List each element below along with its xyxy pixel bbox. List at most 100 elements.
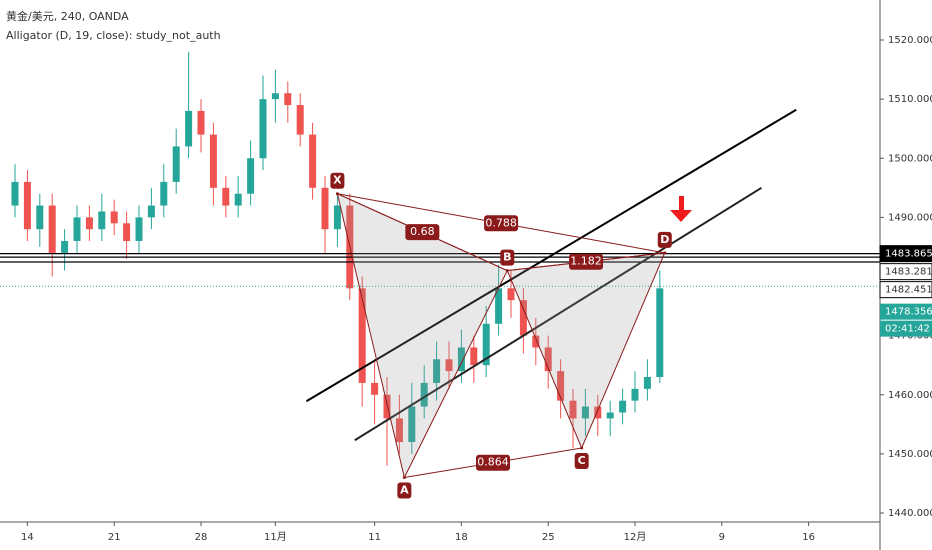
candle-body	[408, 406, 416, 443]
price-level-label: 1483.281	[885, 267, 932, 278]
ratio-tag	[484, 215, 519, 232]
x-tick-label: 11月	[264, 531, 287, 543]
candle-body	[594, 406, 602, 419]
candle-body	[48, 205, 56, 253]
candle-body	[197, 110, 205, 135]
candle-body	[631, 388, 639, 401]
pattern-point-label: X	[333, 174, 342, 187]
candle-body	[371, 382, 379, 395]
candle-body	[321, 187, 329, 230]
price-level-tag	[879, 281, 932, 299]
pattern-point-tag	[657, 231, 672, 248]
x-tick-label: 18	[455, 532, 468, 543]
price-level-label: 1482.451	[885, 285, 932, 296]
ratio-tag	[569, 253, 604, 270]
trend-line	[305, 108, 797, 403]
countdown-label: 02:41:42	[885, 324, 930, 335]
y-tick-label: 1510.000	[888, 94, 932, 105]
pattern-point-tag	[500, 249, 515, 266]
candle-body	[247, 158, 255, 194]
pattern-point	[580, 446, 584, 450]
pattern-point-label: D	[660, 233, 669, 246]
candle-body	[309, 134, 317, 188]
y-tick-label: 1520.000	[888, 35, 932, 46]
candle-body	[185, 110, 193, 147]
candle-body	[619, 400, 627, 413]
candle-body	[383, 394, 391, 419]
y-tick-label: 1450.000	[888, 449, 932, 460]
down-arrow	[670, 196, 692, 222]
candle-body	[36, 205, 44, 230]
candle-body	[98, 211, 106, 230]
x-tick-label: 12月	[624, 531, 647, 543]
y-tick-label: 1460.000	[888, 390, 932, 401]
pattern-point	[505, 269, 509, 273]
indicator-label: Alligator (D, 19, close): study_not_auth	[6, 29, 221, 42]
candle-body	[433, 359, 441, 383]
candle-body	[234, 193, 242, 206]
candle-body	[135, 217, 143, 242]
pattern-point-tag	[574, 452, 589, 469]
candle-body	[495, 288, 503, 324]
candle-body	[482, 323, 490, 366]
pattern-point-tag	[330, 172, 345, 189]
candle-body	[420, 382, 428, 407]
candle-body	[395, 418, 403, 443]
x-tick-label: 11	[368, 532, 381, 543]
candle-body	[333, 205, 341, 230]
ratio-label: 0.864	[477, 456, 509, 469]
candle-body	[569, 400, 577, 419]
x-tick-label: 16	[802, 532, 815, 543]
trend-line	[354, 186, 763, 442]
candle-body	[172, 146, 180, 182]
candle-body	[259, 99, 267, 159]
price-level-tag	[879, 263, 932, 281]
x-tick-label: 25	[542, 532, 555, 543]
y-tick-label: 1490.000	[888, 212, 932, 223]
x-tick-label: 28	[195, 532, 208, 543]
pattern-point-tag	[397, 482, 412, 499]
pattern-point	[402, 476, 406, 480]
candle-body	[358, 288, 366, 383]
candle-body	[284, 93, 292, 106]
price-level-label: 1483.865	[885, 249, 932, 260]
candle-body	[61, 241, 69, 253]
pattern-point	[335, 192, 339, 196]
candle-body	[110, 211, 118, 224]
candle-body	[73, 217, 81, 242]
pattern-point-label: A	[400, 484, 409, 497]
candle-body	[519, 300, 527, 336]
candle-body	[606, 412, 614, 419]
ratio-label: 0.68	[410, 225, 435, 238]
ratio-label: 0.788	[485, 216, 517, 229]
candle-body	[457, 347, 465, 372]
candle-body	[123, 223, 131, 242]
candle-body	[271, 93, 279, 100]
candle-body	[544, 347, 552, 372]
price-level-tag	[879, 245, 932, 263]
candle-body	[557, 371, 565, 401]
pattern-point	[663, 251, 667, 255]
candle-body	[532, 335, 540, 348]
candle-body	[147, 205, 155, 218]
x-tick-label: 14	[21, 532, 34, 543]
x-tick-label: 9	[719, 532, 725, 543]
countdown-tag	[880, 320, 932, 337]
candle-body	[296, 105, 304, 135]
candle-body	[222, 187, 230, 206]
candle-body	[581, 406, 589, 419]
y-tick-label: 1500.000	[888, 153, 932, 164]
candle-body	[23, 181, 31, 230]
candle-body	[507, 288, 515, 301]
candle-body	[643, 377, 651, 389]
ratio-tag	[476, 454, 511, 471]
chart-title: 黄金/美元, 240, OANDA	[6, 9, 129, 23]
candle-body	[85, 217, 93, 230]
pattern-point-label: C	[578, 454, 586, 467]
last-price-tag	[880, 303, 932, 320]
candle-body	[209, 134, 217, 188]
candle-body	[445, 359, 453, 372]
y-tick-label: 1440.000	[888, 508, 932, 519]
